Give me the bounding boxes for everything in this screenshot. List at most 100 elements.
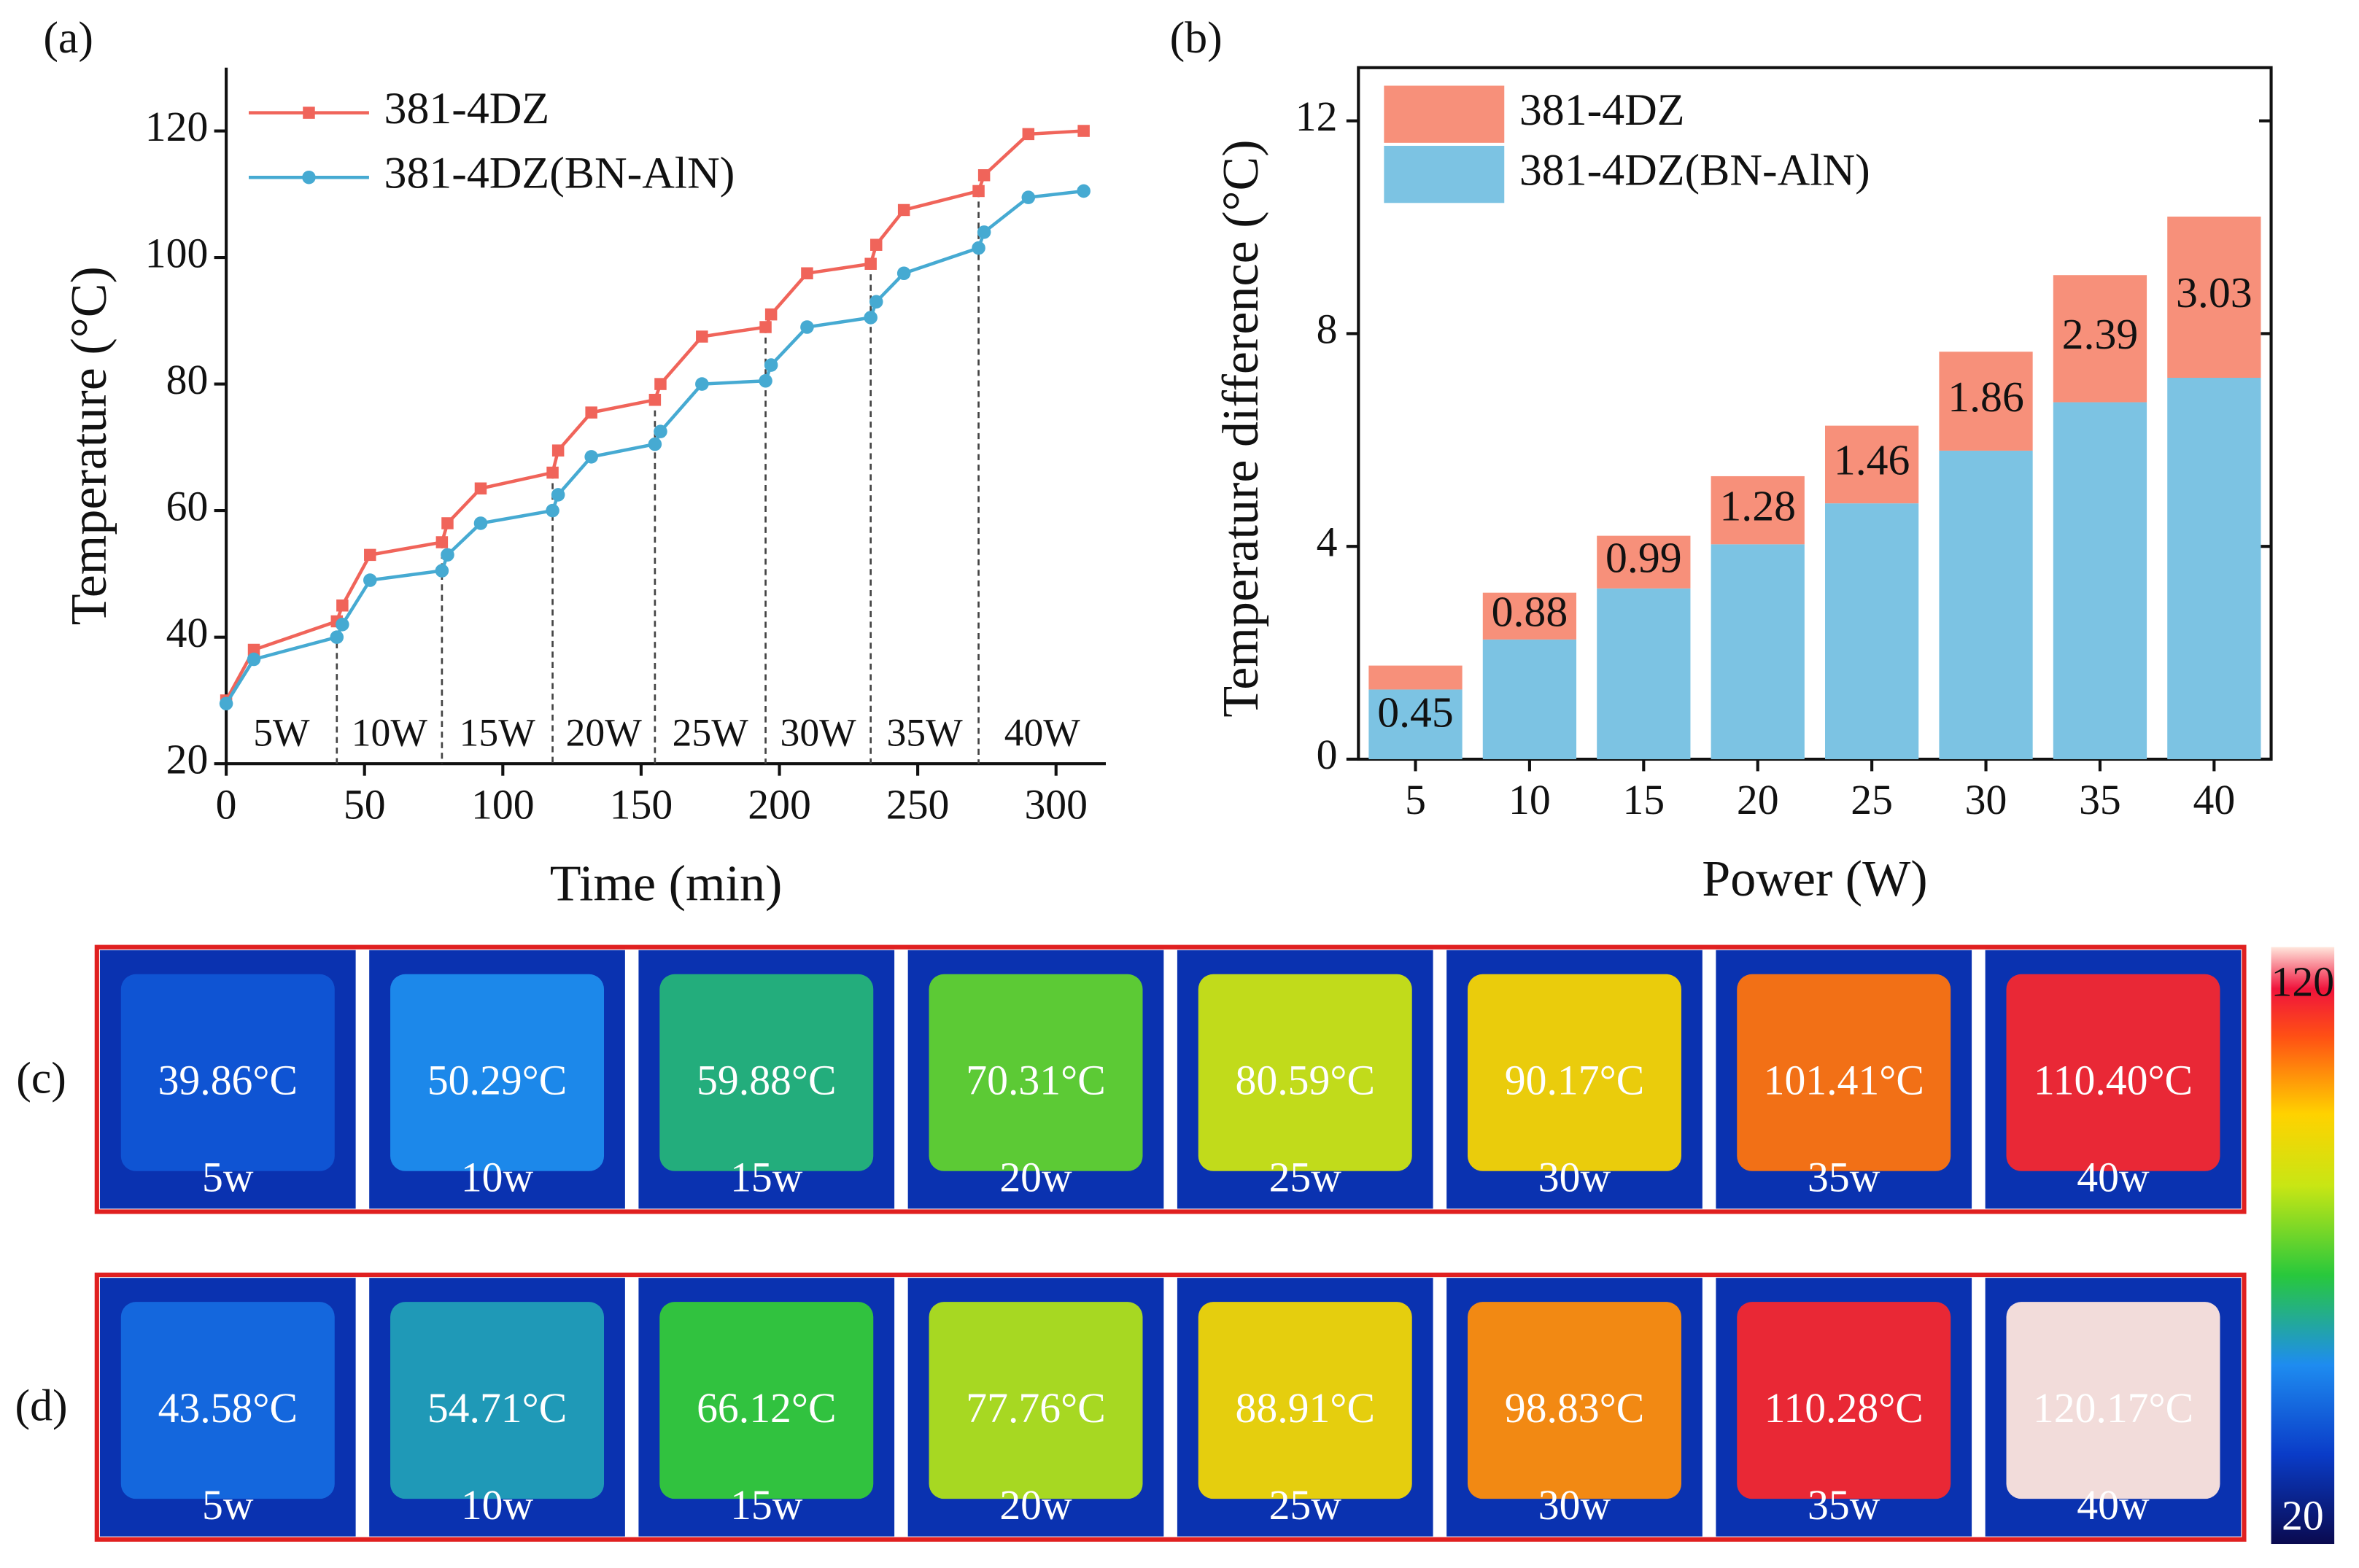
thermal-object	[659, 1302, 874, 1499]
data-point	[648, 437, 662, 451]
colorbar	[2271, 947, 2335, 1545]
data-point	[247, 643, 260, 656]
y-tick-label: 12	[1295, 94, 1338, 140]
bar-segment	[1825, 425, 1919, 504]
y-tick-label: 80	[166, 357, 209, 403]
thermal-object	[1737, 974, 1951, 1171]
data-point	[870, 238, 883, 251]
thermal-power: 10w	[461, 1483, 534, 1529]
thermal-temperature: 101.41°C	[1764, 1058, 1924, 1104]
x-tick-label: 5	[1405, 777, 1426, 823]
step-label: 35W	[887, 710, 964, 754]
legend-label: 381-4DZ(BN-AlN)	[384, 148, 735, 198]
thermal-temperature: 43.58°C	[158, 1386, 298, 1432]
data-point	[219, 696, 233, 711]
x-tick-label: 10	[1508, 777, 1551, 823]
thermal-power: 40w	[2077, 1483, 2150, 1529]
bar-segment	[2167, 216, 2261, 379]
thermal-temperature: 39.86°C	[158, 1058, 298, 1104]
data-point	[473, 516, 488, 530]
thermal-power: 15w	[730, 1483, 803, 1529]
bar-segment	[1711, 544, 1805, 759]
data-point	[1022, 128, 1035, 141]
data-point	[801, 267, 813, 279]
thermal-power: 10w	[461, 1154, 534, 1200]
data-point	[695, 377, 709, 391]
data-point	[800, 320, 814, 334]
x-tick-label: 20	[1737, 777, 1779, 823]
bar-value-label: 3.03	[2176, 268, 2253, 317]
plot-frame	[1357, 66, 2273, 761]
legend-marker	[302, 170, 316, 185]
data-point	[364, 548, 376, 562]
y-tick-label: 4	[1317, 519, 1338, 565]
y-axis-title: Temperature difference (°C)	[1213, 139, 1269, 717]
bar-value-label: 0.99	[1605, 533, 1682, 581]
y-tick-label: 120	[145, 104, 209, 150]
data-point	[551, 444, 565, 457]
data-point	[1077, 125, 1090, 137]
row-label: (d)	[15, 1381, 68, 1431]
y-tick-label: 20	[166, 737, 209, 783]
legend-label: 381-4DZ(BN-AlN)	[1519, 145, 1870, 195]
thermal-object	[1198, 974, 1412, 1171]
thermal-object	[1737, 1302, 1951, 1499]
legend-swatch	[1384, 85, 1505, 143]
bar-value-label: 2.39	[2062, 310, 2139, 358]
bar-segment	[1482, 639, 1577, 759]
thermal-object	[929, 1302, 1143, 1499]
data-point	[336, 599, 349, 612]
data-point	[441, 548, 454, 562]
x-tick-label: 100	[471, 782, 535, 828]
y-tick-label: 0	[1317, 732, 1338, 778]
bar-value-label: 1.28	[1719, 481, 1796, 529]
x-tick-label: 40	[2193, 777, 2235, 823]
thermal-power: 20w	[999, 1483, 1072, 1529]
step-label: 40W	[1004, 710, 1081, 754]
thermal-temperature: 120.17°C	[2033, 1386, 2193, 1432]
thermal-object	[1198, 1302, 1412, 1499]
thermal-temperature: 80.59°C	[1236, 1058, 1375, 1104]
step-label: 5W	[253, 710, 310, 754]
thermal-temperature: 66.12°C	[697, 1386, 836, 1432]
thermal-object	[390, 1302, 605, 1499]
data-point	[441, 517, 454, 529]
bar-segment	[1482, 592, 1577, 640]
data-point	[696, 330, 708, 343]
thermal-object	[2006, 1302, 2220, 1499]
legend-label: 381-4DZ	[1519, 85, 1685, 135]
thermal-power: 35w	[1808, 1154, 1880, 1200]
bar-segment	[2053, 402, 2147, 759]
step-label: 10W	[352, 710, 428, 754]
bar-segment	[1825, 503, 1919, 759]
data-point	[896, 266, 911, 281]
data-point	[585, 406, 597, 419]
bar-segment	[2053, 275, 2147, 403]
data-point	[977, 169, 991, 182]
bar-segment	[1939, 352, 2033, 451]
bar-segment	[1368, 689, 1463, 759]
data-point	[247, 652, 261, 667]
data-point	[435, 536, 449, 548]
data-point	[977, 225, 991, 239]
data-point	[654, 424, 667, 438]
x-tick-label: 200	[748, 782, 811, 828]
panel-label: (a)	[43, 13, 93, 63]
data-point	[864, 257, 877, 270]
thermal-power: 30w	[1538, 1483, 1611, 1529]
y-tick-label: 100	[145, 230, 209, 276]
thermal-power: 20w	[999, 1154, 1072, 1200]
thermal-power: 5w	[202, 1483, 254, 1529]
bar-value-label: 0.88	[1492, 587, 1568, 635]
legend-swatch	[1384, 145, 1505, 203]
y-axis-title: Temperature (°C)	[61, 266, 117, 625]
data-point	[654, 378, 667, 390]
thermal-power: 15w	[730, 1154, 803, 1200]
data-point	[584, 450, 598, 464]
x-tick-label: 30	[1965, 777, 2007, 823]
data-point	[546, 466, 559, 479]
data-point	[759, 321, 772, 333]
data-point	[972, 241, 985, 255]
colorbar-label: 20	[2282, 1493, 2324, 1539]
data-point	[336, 618, 349, 632]
